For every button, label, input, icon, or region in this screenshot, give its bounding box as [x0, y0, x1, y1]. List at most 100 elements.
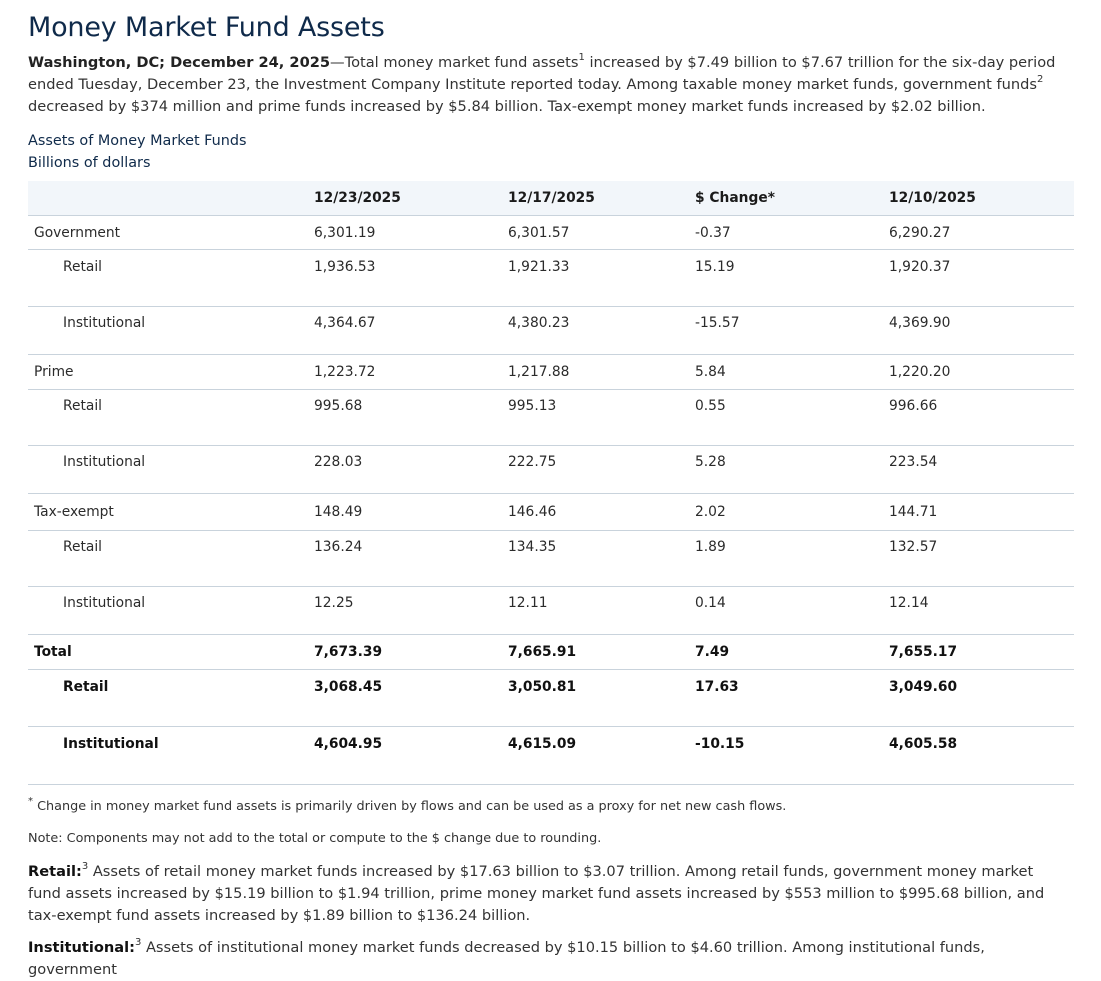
cell: 5.84: [689, 354, 883, 390]
cell: 5.28: [689, 445, 883, 494]
table-row: Government 6,301.19 6,301.57 -0.37 6,290…: [28, 215, 1074, 250]
table-row: Retail 995.68 995.13 0.55 996.66: [28, 389, 1074, 446]
cell: 6,290.27: [883, 215, 1074, 250]
cell: 2.02: [689, 493, 883, 531]
lead-paragraph: Washington, DC; December 24, 2025—Total …: [28, 52, 1068, 118]
row-label: Retail: [28, 389, 308, 446]
table-row: Institutional 228.03 222.75 5.28 223.54: [28, 445, 1074, 494]
cell: 4,604.95: [308, 726, 502, 785]
cell: 12.25: [308, 586, 502, 635]
lead-text-b: increased by $7.49 billion to $7.67 tril…: [28, 54, 1056, 93]
row-label: Institutional: [28, 306, 308, 355]
cell: 222.75: [502, 445, 689, 494]
cell: 3,068.45: [308, 669, 502, 727]
cell: 148.49: [308, 493, 502, 531]
table-row: Institutional 4,604.95 4,615.09 -10.15 4…: [28, 726, 1074, 785]
header-col-4: 12/10/2025: [883, 181, 1074, 216]
cell: 6,301.57: [502, 215, 689, 250]
assets-table: 12/23/2025 12/17/2025 $ Change* 12/10/20…: [28, 181, 1074, 785]
header-col-3: $ Change*: [689, 181, 883, 216]
cell: 228.03: [308, 445, 502, 494]
row-label: Institutional: [28, 445, 308, 494]
cell: 144.71: [883, 493, 1074, 531]
row-label: Tax-exempt: [28, 493, 308, 531]
table-row: Institutional 4,364.67 4,380.23 -15.57 4…: [28, 306, 1074, 355]
table-row: Institutional 12.25 12.11 0.14 12.14: [28, 586, 1074, 635]
cell: 4,369.90: [883, 306, 1074, 355]
cell: 4,605.58: [883, 726, 1074, 785]
footnote-ref-3[interactable]: 3: [81, 861, 89, 873]
cell: 7,673.39: [308, 634, 502, 670]
rounding-note: Note: Components may not add to the tota…: [28, 831, 602, 846]
cell: 7.49: [689, 634, 883, 670]
table-notes: * Change in money market fund assets is …: [28, 795, 1073, 849]
row-label: Government: [28, 215, 308, 250]
cell: 1,220.20: [883, 354, 1074, 390]
cell: 134.35: [502, 530, 689, 587]
row-label: Retail: [28, 530, 308, 587]
cell: 995.13: [502, 389, 689, 446]
footnote-ref-3b[interactable]: 3: [134, 937, 142, 949]
cell: 1.89: [689, 530, 883, 587]
cell: -10.15: [689, 726, 883, 785]
table-row: Tax-exempt 148.49 146.46 2.02 144.71: [28, 493, 1074, 531]
row-label: Retail: [28, 249, 308, 307]
cell: 6,301.19: [308, 215, 502, 250]
page-title: Money Market Fund Assets: [28, 12, 385, 43]
cell: 4,364.67: [308, 306, 502, 355]
cell: 1,217.88: [502, 354, 689, 390]
cell: 7,665.91: [502, 634, 689, 670]
institutional-label: Institutional:: [28, 939, 135, 956]
cell: 3,049.60: [883, 669, 1074, 727]
retail-label: Retail:: [28, 863, 82, 880]
row-label: Institutional: [28, 726, 308, 785]
cell: 1,921.33: [502, 249, 689, 307]
change-footnote: * Change in money market fund assets is …: [28, 795, 1073, 817]
cell: 4,615.09: [502, 726, 689, 785]
table-row: Prime 1,223.72 1,217.88 5.84 1,220.20: [28, 354, 1074, 390]
cell: -15.57: [689, 306, 883, 355]
table-row: Retail 136.24 134.35 1.89 132.57: [28, 530, 1074, 587]
cell: 1,920.37: [883, 249, 1074, 307]
cell: 12.14: [883, 586, 1074, 635]
cell: 996.66: [883, 389, 1074, 446]
row-label: Institutional: [28, 586, 308, 635]
footnote-ref-2[interactable]: 2: [1036, 74, 1044, 86]
table-title: Assets of Money Market Funds: [28, 133, 247, 149]
cell: 3,050.81: [502, 669, 689, 727]
cell: 0.55: [689, 389, 883, 446]
retail-paragraph: Retail:3 Assets of retail money market f…: [28, 861, 1068, 927]
cell: 132.57: [883, 530, 1074, 587]
footnote-star: *: [28, 795, 33, 807]
cell: 146.46: [502, 493, 689, 531]
header-col-2: 12/17/2025: [502, 181, 689, 216]
row-label: Total: [28, 634, 308, 670]
cell: 1,223.72: [308, 354, 502, 390]
table-row: Total 7,673.39 7,665.91 7.49 7,655.17: [28, 634, 1074, 670]
table-header-row: 12/23/2025 12/17/2025 $ Change* 12/10/20…: [28, 181, 1074, 216]
cell: 223.54: [883, 445, 1074, 494]
table-units: Billions of dollars: [28, 155, 151, 171]
table-caption: Assets of Money Market Funds Billions of…: [28, 130, 1073, 174]
lead-text-a: —Total money market fund assets: [330, 54, 579, 71]
cell: 12.11: [502, 586, 689, 635]
footnote-ref-1[interactable]: 1: [578, 52, 585, 64]
institutional-paragraph: Institutional:3 Assets of institutional …: [28, 937, 1068, 981]
cell: 136.24: [308, 530, 502, 587]
row-label: Retail: [28, 669, 308, 727]
institutional-text: Assets of institutional money market fun…: [28, 939, 985, 978]
cell: 7,655.17: [883, 634, 1074, 670]
dateline: Washington, DC; December 24, 2025: [28, 54, 331, 71]
cell: 4,380.23: [502, 306, 689, 355]
header-label: [28, 181, 308, 216]
table-row: Retail 3,068.45 3,050.81 17.63 3,049.60: [28, 669, 1074, 727]
cell: 1,936.53: [308, 249, 502, 307]
cell: 17.63: [689, 669, 883, 727]
cell: 0.14: [689, 586, 883, 635]
row-label: Prime: [28, 354, 308, 390]
cell: 15.19: [689, 249, 883, 307]
cell: 995.68: [308, 389, 502, 446]
table-row: Retail 1,936.53 1,921.33 15.19 1,920.37: [28, 249, 1074, 307]
change-footnote-text: Change in money market fund assets is pr…: [33, 799, 787, 814]
